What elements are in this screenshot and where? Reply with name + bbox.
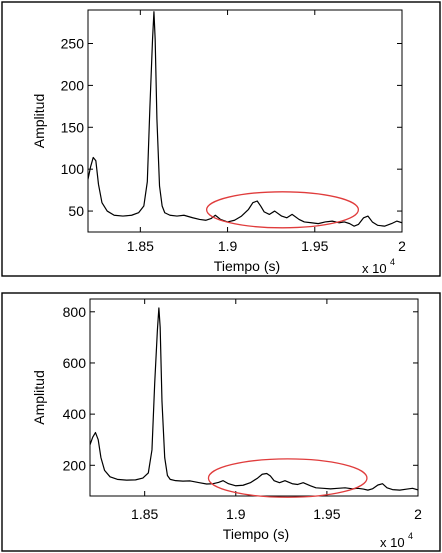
series-line xyxy=(90,307,418,491)
y-tick-label: 400 xyxy=(63,406,87,422)
chart-panel-bottom: 200 400 600 800 1.85 1.9 1.95 2 Tiempo (s) Amplit… xyxy=(0,291,442,553)
y-tick-label: 200 xyxy=(61,77,85,93)
x-tick-label: 2 xyxy=(398,238,406,254)
x-multiplier-label: x 10 xyxy=(380,535,405,550)
x-tick-label: 1.95 xyxy=(301,238,328,254)
y-tick-label: 100 xyxy=(61,161,85,177)
x-axis-title: Tiempo (s) xyxy=(214,258,280,274)
y-axis-title: Amplitud xyxy=(31,94,47,148)
x-multiplier-exponent: 4 xyxy=(390,257,395,267)
series-line xyxy=(88,11,402,227)
x-tick-label: 1.85 xyxy=(127,238,154,254)
y-tick-label: 250 xyxy=(61,36,85,52)
x-tick-label: 1.95 xyxy=(313,506,340,522)
y-axis-title: Amplitud xyxy=(31,370,47,424)
highlight-ellipse xyxy=(205,191,360,229)
y-tick-label: 200 xyxy=(63,457,87,473)
chart-panel-top: 50 100 150 200 250 1.85 1.9 1.95 2 Tiempo (s) Ampl… xyxy=(0,0,442,278)
y-tick-label: 50 xyxy=(68,203,84,219)
x-tick-label: 1.9 xyxy=(226,506,246,522)
figure-frame xyxy=(1,292,441,552)
x-tick-label: 2 xyxy=(414,506,422,522)
y-tick-label: 150 xyxy=(61,119,85,135)
x-multiplier-label: x 10 xyxy=(362,261,387,276)
chart-top: 50 100 150 200 250 1.85 1.9 1.95 2 Tiempo (s) Ampl… xyxy=(1,1,441,277)
y-tick-label: 800 xyxy=(63,304,87,320)
x-multiplier-exponent: 4 xyxy=(408,531,413,541)
x-tick-label: 1.85 xyxy=(131,506,158,522)
axes-box xyxy=(87,9,403,233)
chart-bottom: 200 400 600 800 1.85 1.9 1.95 2 Tiempo (s) Amplit… xyxy=(1,292,441,552)
y-tick-label: 600 xyxy=(63,355,87,371)
x-axis-title: Tiempo (s) xyxy=(223,526,289,542)
highlight-ellipse xyxy=(207,458,368,498)
x-tick-label: 1.9 xyxy=(218,238,238,254)
figure-frame xyxy=(1,1,441,277)
